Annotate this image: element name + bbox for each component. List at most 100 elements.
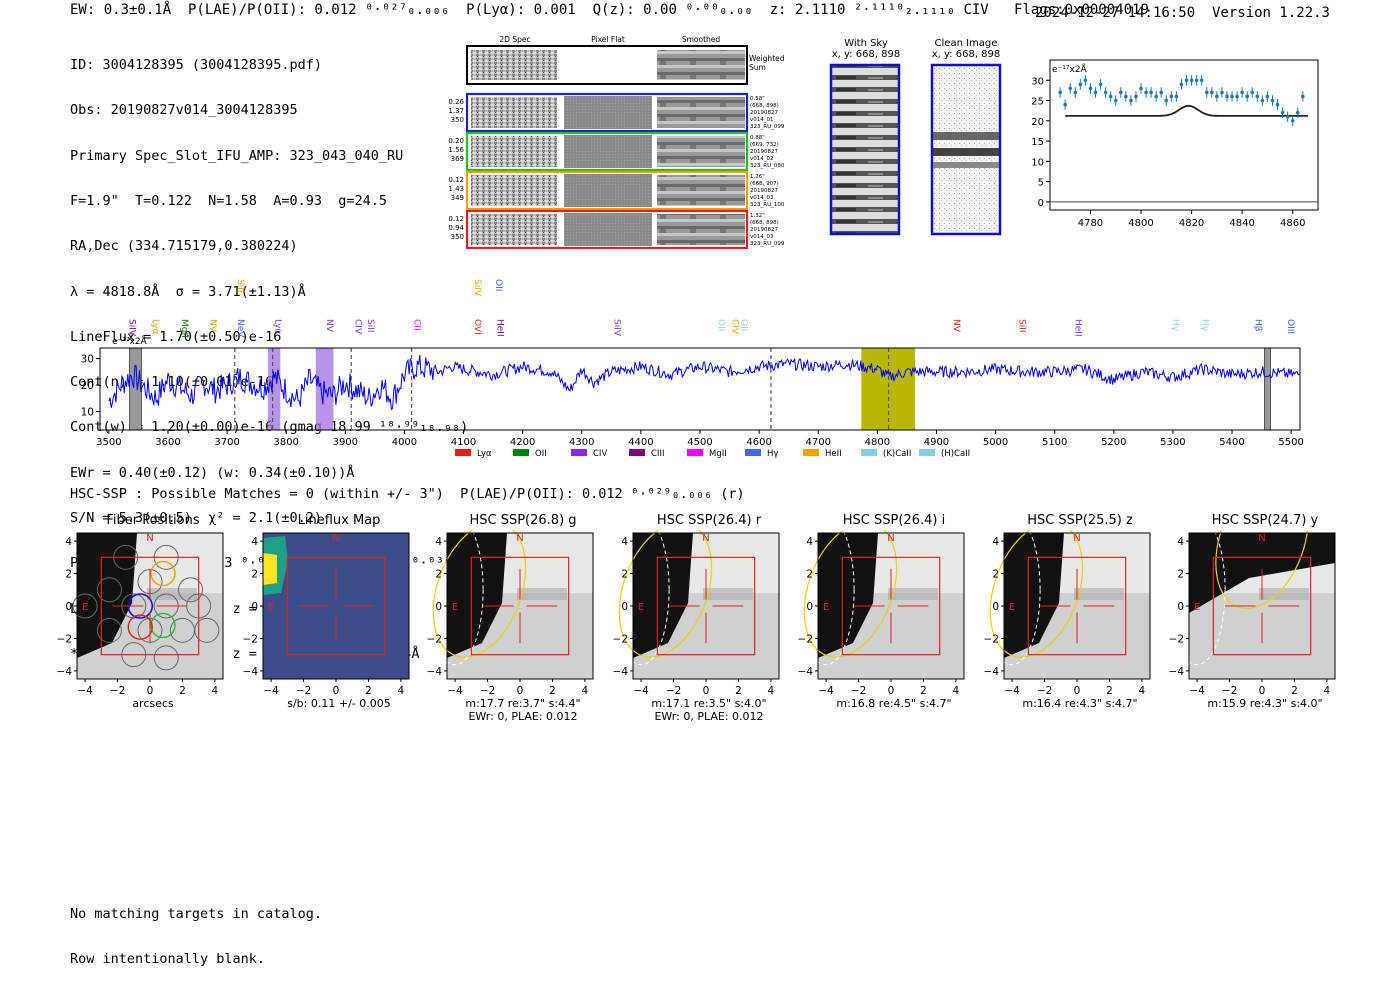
zoom-data-point xyxy=(1078,82,1083,87)
panel-xtick-label: 0 xyxy=(147,685,154,697)
zoom-data-point xyxy=(1063,102,1067,107)
spectrum-xtick-label: 5400 xyxy=(1219,437,1244,448)
region-box xyxy=(100,556,200,656)
fiber-pixelflat xyxy=(564,213,652,246)
spectrum-xtick-label: 5100 xyxy=(1042,437,1067,448)
info-line: F=1.9" T=0.122 N=1.58 A=0.93 g=24.5 xyxy=(70,193,387,210)
panel-ytick-label: 4 xyxy=(992,536,999,548)
weighted-smoothed xyxy=(657,50,745,80)
east-label: E xyxy=(823,602,829,613)
north-label: N xyxy=(702,533,709,544)
zoom-data-point xyxy=(1164,98,1169,103)
fiber-2dspec xyxy=(471,175,557,206)
panel-caption: s/b: 0.11 +/- 0.005 xyxy=(287,697,391,710)
panel-xtick-label: 4 xyxy=(212,685,219,697)
fiber-smoothed xyxy=(657,175,745,206)
north-label: N xyxy=(146,533,153,544)
panel-xtick-label: 0 xyxy=(333,685,340,697)
fiber-smoothed xyxy=(657,97,745,128)
panel-xtick-label: −4 xyxy=(1189,685,1205,697)
panel-ytick-label: −4 xyxy=(243,666,259,678)
panel-xtick-label: 0 xyxy=(888,685,895,697)
zoom-data-point xyxy=(1149,90,1153,95)
panel-xtick-label: 2 xyxy=(1291,685,1298,697)
fiber-right-label: 323_RU_080 xyxy=(750,163,785,169)
fiber-left-label: 350 xyxy=(451,233,464,241)
zoom-data-point xyxy=(1113,98,1118,103)
spectrum-xtick-label: 4100 xyxy=(451,437,476,448)
spectrum-xtick-label: 3600 xyxy=(155,437,180,448)
spectrum-xtick-label: 5200 xyxy=(1101,437,1126,448)
zoom-axes-frame xyxy=(1049,59,1319,211)
fiber-left-label: 369 xyxy=(451,155,464,163)
legend-swatch xyxy=(455,449,471,456)
fiber-right-label: 1.32" xyxy=(750,213,765,219)
panel-xtick-label: −2 xyxy=(110,685,125,697)
spectrum-xtick-label: 4400 xyxy=(628,437,653,448)
spectral-line-label: NV xyxy=(208,319,218,333)
fiber-circle xyxy=(72,593,98,619)
panel-caption: m:15.9 re:4.3" s:4.0" xyxy=(1207,697,1323,710)
fiber-left-label: 1.37 xyxy=(448,107,464,115)
fiber-right-label: v014_03 xyxy=(750,195,774,201)
panel-ytick-label: 4 xyxy=(251,536,258,548)
fiber-right-label: (668, 898) xyxy=(750,103,779,109)
region-box xyxy=(1212,556,1312,656)
panel-caption: EWr: 0, PLAE: 0.012 xyxy=(654,710,764,723)
fiber-row-frame xyxy=(465,131,749,172)
legend-swatch xyxy=(803,449,819,456)
fiber-right-label: 0.58" xyxy=(750,96,765,102)
fiber-right-label: (669, 732) xyxy=(750,142,779,148)
header-summary: EW: 0.3±0.1Å P(LAE)/P(OII): 0.012 ⁰·⁰²⁷₀… xyxy=(70,2,1149,18)
fiber-left-label: 349 xyxy=(451,194,464,202)
zoom-data-point xyxy=(1144,90,1148,95)
north-label: N xyxy=(1258,533,1265,544)
panel-title: HSC SSP(25.5) z xyxy=(1027,513,1133,528)
panel-xtick-label: −4 xyxy=(447,685,463,697)
panel-ytick-label: 4 xyxy=(621,536,628,548)
zoom-fit-line xyxy=(1065,104,1308,117)
panel-xtick-label: 4 xyxy=(768,685,775,697)
spectral-line-label: CII xyxy=(412,319,422,331)
clean-band xyxy=(933,148,999,156)
panel-ytick-label: −4 xyxy=(613,666,629,678)
spectrum-xtick-label: 3500 xyxy=(96,437,121,448)
east-label: E xyxy=(1009,602,1015,613)
panel-ytick-label: 2 xyxy=(435,569,442,581)
col-title-2dspec: 2D Spec xyxy=(499,35,530,44)
aperture-ellipse xyxy=(989,530,1084,658)
spectral-line-label: SiII xyxy=(365,319,375,333)
zoom-xtick-label: 4840 xyxy=(1229,218,1254,229)
zoom-data-point xyxy=(1301,94,1305,99)
image-panel: N E 4 2 0 −2 −4 −4 −2 0 2 4 xyxy=(427,530,594,697)
aperture-ellipse xyxy=(1215,530,1309,610)
with-sky-image xyxy=(829,63,901,236)
spectral-line-label: Lyα xyxy=(273,319,283,335)
spectrum-xtick-label: 4600 xyxy=(746,437,771,448)
panel-xtick-label: 4 xyxy=(582,685,589,697)
zoom-data-point xyxy=(1280,110,1285,115)
spectral-line-label: SiIV xyxy=(611,319,621,337)
panel-title: HSC SSP(24.7) y xyxy=(1211,513,1319,528)
fiber-right-label: v014_01 xyxy=(750,117,774,123)
spectrum-xtick-label: 3800 xyxy=(273,437,298,448)
spectral-line-label: OIII xyxy=(1285,319,1295,334)
fiber-right-label: 1.26" xyxy=(750,174,765,180)
zoom-data-point xyxy=(1073,90,1078,95)
zoom-data-point xyxy=(1118,90,1123,95)
panel-ytick-label: 0 xyxy=(992,601,999,613)
spectral-line-label: MgII xyxy=(179,319,189,338)
fiber-left-label: 0.20 xyxy=(448,137,464,145)
image-panel: N E 4 2 0 −2 −4 −4 −2 0 2 4 xyxy=(984,530,1151,697)
panel-ytick-label: 4 xyxy=(435,536,442,548)
spectrum-xtick-label: 4500 xyxy=(687,437,712,448)
header-timestamp: 2024-12-27 14:16:50 Version 1.22.3 xyxy=(1034,5,1330,21)
aperture-ellipse xyxy=(618,530,713,658)
zoom-data-point xyxy=(1215,94,1219,99)
galaxy-region xyxy=(447,533,507,658)
sky-feature xyxy=(147,588,197,600)
spectrum-line xyxy=(108,354,1300,411)
spectral-line-label: CIV xyxy=(352,319,362,335)
panel-ytick-label: 0 xyxy=(435,601,442,613)
panel-xtick-label: −2 xyxy=(1037,685,1052,697)
